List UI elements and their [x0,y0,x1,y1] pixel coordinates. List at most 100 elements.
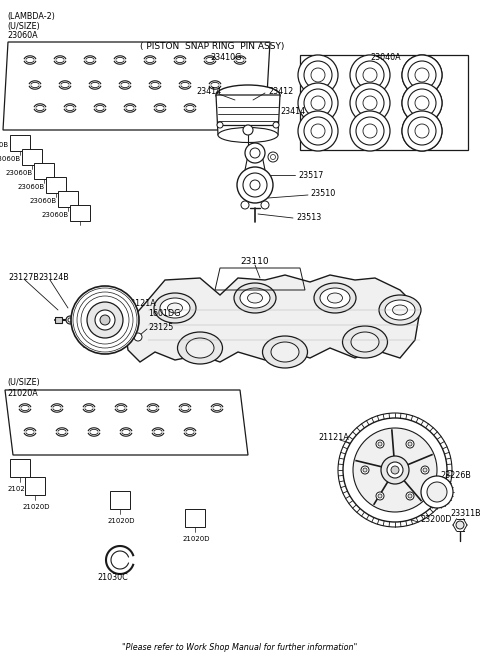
Circle shape [87,302,123,338]
Circle shape [298,83,338,123]
Ellipse shape [154,293,196,323]
Ellipse shape [351,332,379,352]
Text: 23510: 23510 [310,188,335,197]
Ellipse shape [343,326,387,358]
Ellipse shape [234,283,276,313]
Circle shape [95,310,115,330]
Polygon shape [216,95,280,135]
Circle shape [304,89,332,117]
Ellipse shape [327,293,343,303]
Circle shape [271,155,276,159]
Circle shape [415,96,429,110]
Circle shape [402,111,442,151]
Text: (U/SIZE): (U/SIZE) [7,22,40,30]
Ellipse shape [271,342,299,362]
Bar [46,177,66,193]
Circle shape [343,418,447,522]
Circle shape [423,468,427,472]
Circle shape [350,111,390,151]
Ellipse shape [248,293,263,303]
Circle shape [408,89,436,117]
Circle shape [387,462,403,478]
Circle shape [100,315,110,325]
Polygon shape [243,155,267,180]
Circle shape [408,117,436,145]
Ellipse shape [186,338,214,358]
Circle shape [87,298,131,342]
Polygon shape [125,275,420,362]
Text: 23060B: 23060B [18,184,45,190]
Circle shape [298,55,338,95]
Circle shape [376,492,384,500]
Ellipse shape [66,316,74,324]
Text: ( PISTON  SNAP RING  PIN ASSY): ( PISTON SNAP RING PIN ASSY) [140,43,284,52]
Bar [58,191,78,207]
Polygon shape [5,390,248,455]
Bar [22,149,42,165]
Circle shape [406,440,414,448]
Text: 23311B: 23311B [450,508,480,518]
Circle shape [356,117,384,145]
Text: 21121A: 21121A [318,434,349,443]
Bar [110,491,130,509]
Polygon shape [300,55,468,150]
Circle shape [304,61,332,89]
Circle shape [261,201,269,209]
Text: 23040A: 23040A [370,54,401,62]
Circle shape [363,68,377,82]
Ellipse shape [160,298,190,318]
Circle shape [415,124,429,138]
Circle shape [311,96,325,110]
Circle shape [402,83,442,123]
Text: 21030C: 21030C [97,573,128,583]
Circle shape [353,428,437,512]
Circle shape [402,55,442,95]
Circle shape [421,476,453,508]
Circle shape [250,180,260,190]
Circle shape [406,492,414,500]
Ellipse shape [218,127,278,142]
Text: 23060B: 23060B [6,170,33,176]
Circle shape [350,55,390,95]
Text: 23414: 23414 [280,108,305,117]
Circle shape [363,96,377,110]
Circle shape [427,482,447,502]
Ellipse shape [393,305,408,315]
Circle shape [350,83,390,123]
Circle shape [217,122,223,128]
Circle shape [408,442,412,446]
Circle shape [245,143,265,163]
Text: 23127B: 23127B [8,274,39,283]
Circle shape [415,96,429,110]
Ellipse shape [216,85,280,105]
Circle shape [408,61,436,89]
Circle shape [273,122,279,128]
Text: 23200D: 23200D [420,516,451,525]
Circle shape [381,456,409,484]
Ellipse shape [320,288,350,308]
Polygon shape [3,42,270,130]
Ellipse shape [240,288,270,308]
Bar [10,459,30,477]
Ellipse shape [168,303,182,313]
Circle shape [456,521,464,529]
Text: (LAMBDA-2): (LAMBDA-2) [7,12,55,20]
Circle shape [421,466,429,474]
Bar [25,477,45,495]
Text: (U/SIZE): (U/SIZE) [7,377,40,386]
Circle shape [241,201,249,209]
Circle shape [408,61,436,89]
Text: 21020D: 21020D [108,518,135,524]
Bar [34,163,54,179]
Circle shape [378,494,382,498]
Circle shape [415,124,429,138]
Text: 23513: 23513 [296,213,321,222]
Text: 21020D: 21020D [23,504,50,510]
Circle shape [94,305,124,335]
Circle shape [237,167,273,203]
Circle shape [268,152,278,162]
Ellipse shape [379,295,421,325]
Circle shape [353,435,393,475]
Ellipse shape [68,318,72,322]
Text: 23412: 23412 [268,87,293,96]
